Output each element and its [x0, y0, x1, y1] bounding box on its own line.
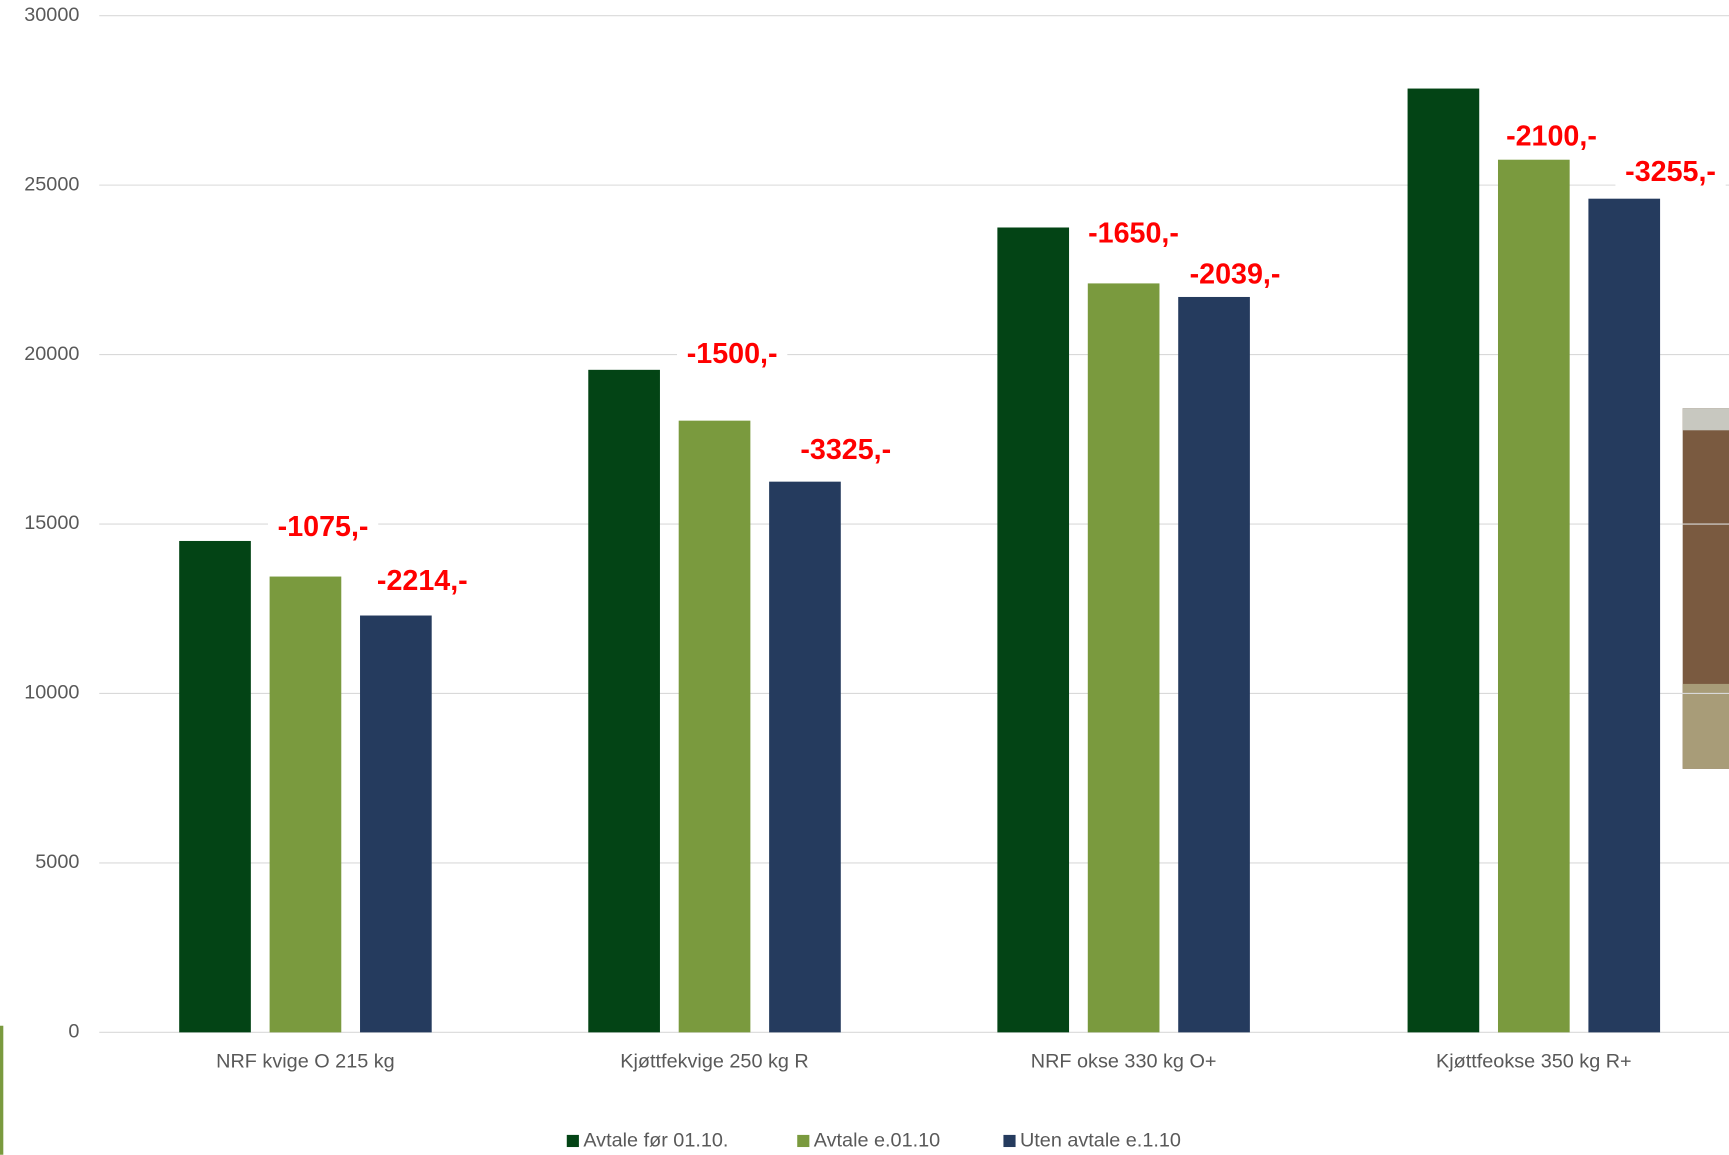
annotation: -1075,- — [278, 511, 369, 543]
annotation-bg — [1496, 120, 1607, 156]
annotation: -1500,- — [687, 338, 778, 370]
bar — [269, 576, 342, 1033]
annotation-bg — [1179, 258, 1291, 294]
x-tick-label: Kjøttfekvige 250 kg R — [620, 1050, 808, 1072]
legend-label: Avtale før 01.10. — [583, 1130, 728, 1152]
bar — [1087, 283, 1160, 1033]
annotation: -2214,- — [377, 565, 468, 597]
legend-swatch — [797, 1134, 810, 1148]
y-tick-label: 5000 — [35, 851, 79, 873]
photo-hay — [1682, 683, 1729, 769]
bar — [678, 420, 751, 1033]
annotation: -2039,- — [1190, 258, 1281, 290]
x-tick-label: Kjøttfeokse 350 kg R+ — [1436, 1050, 1632, 1072]
bar — [360, 615, 432, 1033]
y-tick-label: 30000 — [24, 4, 79, 26]
annotation-bg — [367, 564, 478, 601]
photo-top — [1682, 408, 1729, 431]
annotation: -2100,- — [1506, 121, 1597, 153]
annotation-bg — [267, 510, 379, 547]
bar — [1497, 159, 1570, 1033]
bar — [179, 540, 251, 1033]
edge-line — [0, 1025, 4, 1155]
bar — [1178, 296, 1250, 1033]
y-tick-label: 0 — [68, 1021, 79, 1043]
y-tick-label: 15000 — [24, 512, 79, 534]
annotation-bg — [1615, 155, 1726, 192]
annotation: -3255,- — [1625, 156, 1716, 188]
bar — [1588, 198, 1661, 1033]
annotation: -1650,- — [1088, 218, 1179, 250]
x-tick-label: NRF okse 330 kg O+ — [1031, 1050, 1217, 1072]
annotation-bg — [1078, 217, 1189, 253]
x-tick-label: NRF kvige O 215 kg — [216, 1050, 395, 1072]
bar — [588, 369, 660, 1033]
annotation: -3325,- — [800, 434, 891, 466]
legend-label: Avtale e.01.10 — [814, 1130, 940, 1152]
bar — [1407, 88, 1480, 1033]
annotation-bg — [677, 337, 788, 373]
annotation-bg — [790, 433, 901, 469]
legend-swatch — [1003, 1134, 1016, 1148]
bar — [997, 227, 1070, 1033]
legend-swatch — [566, 1134, 579, 1148]
legend-label: Uten avtale e.1.10 — [1020, 1130, 1181, 1152]
y-tick-label: 10000 — [24, 682, 79, 704]
bar — [769, 481, 841, 1033]
y-tick-label: 20000 — [24, 343, 79, 365]
y-tick-label: 25000 — [24, 173, 79, 195]
